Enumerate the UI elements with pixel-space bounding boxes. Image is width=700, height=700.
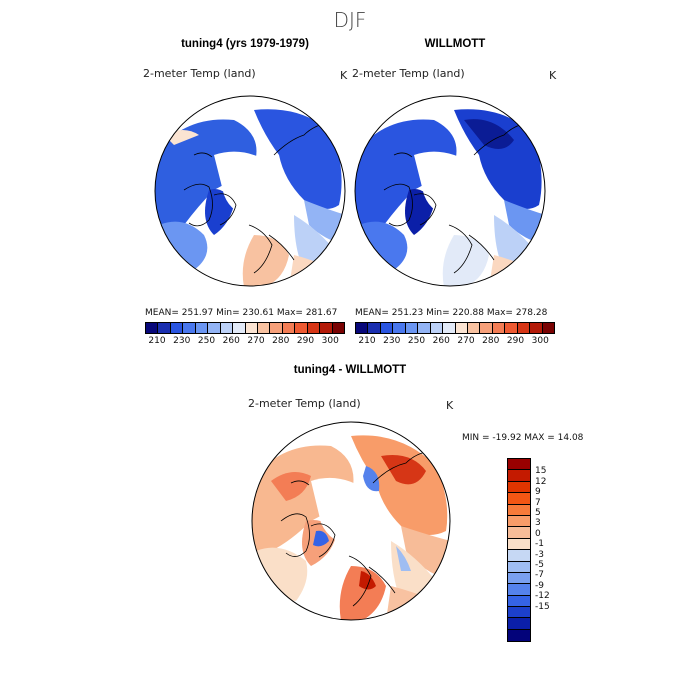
colorbar-swatch [508,527,530,539]
left-panel-title: tuning4 (yrs 1979-1979) [181,38,309,50]
left-polar-map [154,95,346,287]
colorbar-tick-label: 9 [535,487,541,498]
colorbar-swatch [307,323,321,333]
colorbar-swatch [368,323,381,333]
colorbar-swatch [257,323,271,333]
colorbar-swatch [270,323,283,333]
colorbar-swatch [508,493,530,505]
colorbar-tick-label: 12 [535,476,547,487]
colorbar-swatch [443,323,456,333]
colorbar-swatch [146,323,159,333]
colorbar-swatch [508,572,530,585]
colorbar-swatch [282,323,296,333]
colorbar-swatch [508,470,530,482]
figure-title: DJF [333,8,367,32]
colorbar-swatch [517,323,531,333]
colorbar-tick-label: 15 [535,466,547,477]
colorbar-tick-label: 3 [535,518,541,529]
colorbar-tick-label: 290 [506,336,525,346]
colorbar-tick-label: 260 [432,336,450,346]
diff-units-label: K [446,399,454,412]
colorbar-swatch [332,323,344,333]
colorbar-tick-label: 250 [197,336,216,346]
colorbar-tick-label: -9 [535,580,544,591]
colorbar-swatch [508,584,530,596]
colorbar-tick-label: -3 [535,549,544,560]
left-stats: MEAN= 251.97 Min= 230.61 Max= 281.67 [145,308,338,318]
colorbar-swatch [492,323,506,333]
colorbar-tick-label: 250 [407,336,426,346]
colorbar-swatch [208,323,221,333]
colorbar-swatch [418,323,431,333]
colorbar-swatch [467,323,481,333]
colorbar-swatch [530,323,543,333]
colorbar-tick-label: -7 [535,570,544,581]
colorbar-swatch [480,323,493,333]
colorbar-tick-label: 0 [535,528,541,539]
colorbar-swatch [455,323,468,333]
colorbar-swatch [393,323,406,333]
colorbar-tick-label: 280 [272,336,290,346]
colorbar-swatch [158,323,171,333]
colorbar-tick-label: -1 [535,539,544,550]
colorbar-swatch [508,629,530,642]
diff-panel-title: tuning4 - WILLMOTT [293,364,407,376]
colorbar-tick-label: -12 [535,591,550,602]
colorbar-swatch [320,323,333,333]
colorbar-swatch [505,323,518,333]
left-units-label: K [340,69,348,82]
right-colorbar [355,322,555,334]
colorbar-tick-label: 300 [531,336,549,346]
colorbar-swatch [245,323,258,333]
colorbar-swatch [508,515,530,528]
diff-polar-map [251,421,451,621]
colorbar-swatch [508,618,530,630]
colorbar-swatch [508,504,530,516]
colorbar-tick-label: -5 [535,560,544,570]
colorbar-swatch [508,550,530,562]
colorbar-tick-label: 300 [321,336,339,346]
colorbar-swatch [220,323,234,333]
diff-colorbar-ticks: 15 12 9 7 5 3 0 -1 -3 -5 -7 -9 -12 -15 [535,458,575,624]
right-variable-label: 2-meter Temp (land) [352,67,465,80]
colorbar-tick-label: 270 [457,336,475,346]
colorbar-tick-label: -15 [535,601,550,612]
colorbar-swatch [295,323,308,333]
colorbar-tick-label: 270 [247,336,265,346]
colorbar-swatch [508,595,530,608]
right-polar-map [354,95,546,287]
colorbar-swatch [170,323,184,333]
colorbar-swatch [356,323,369,333]
colorbar-swatch [508,459,530,471]
diff-colorbar [507,458,531,643]
colorbar-swatch [380,323,394,333]
colorbar-swatch [195,323,209,333]
colorbar-tick-label: 5 [535,508,541,518]
colorbar-swatch [233,323,246,333]
right-panel-title: WILLMOTT [424,38,486,50]
colorbar-tick-label: 290 [296,336,315,346]
left-colorbar [145,322,345,334]
diff-stats: MIN = -19.92 MAX = 14.08 [462,433,584,443]
colorbar-swatch [183,323,196,333]
right-stats: MEAN= 251.23 Min= 220.88 Max= 278.28 [355,308,548,318]
colorbar-tick-label: 7 [535,497,541,508]
colorbar-tick-label: 210 [358,336,376,346]
right-units-label: K [549,69,557,82]
colorbar-tick-label: 230 [383,336,401,346]
colorbar-tick-label: 230 [173,336,191,346]
colorbar-swatch [508,607,530,619]
colorbar-swatch [405,323,419,333]
colorbar-swatch [508,538,530,551]
colorbar-tick-label: 210 [148,336,166,346]
left-variable-label: 2-meter Temp (land) [143,67,256,80]
diff-variable-label: 2-meter Temp (land) [248,397,361,410]
colorbar-swatch [508,481,530,494]
colorbar-swatch [508,561,530,573]
colorbar-swatch [430,323,444,333]
colorbar-swatch [542,323,554,333]
colorbar-tick-label: 280 [482,336,500,346]
colorbar-tick-label: 260 [222,336,240,346]
